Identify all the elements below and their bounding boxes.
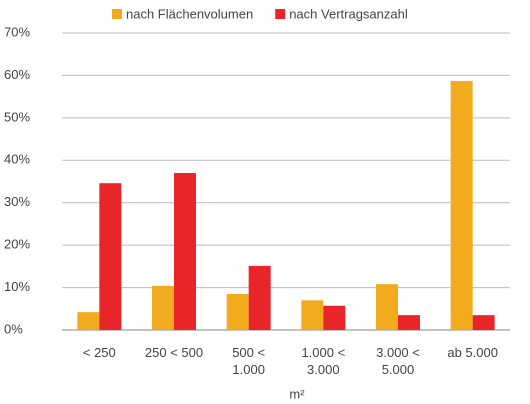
legend-swatch <box>275 9 286 19</box>
x-tick-label: 500 <1.000 <box>232 345 265 377</box>
bar <box>77 312 100 330</box>
bar <box>226 293 249 330</box>
x-tick-label: < 250 <box>83 345 116 360</box>
bar <box>174 173 196 330</box>
y-tick-label: 70% <box>4 24 30 39</box>
bar <box>472 315 495 330</box>
y-tick-label: 40% <box>4 152 30 167</box>
y-tick-label: 20% <box>4 237 30 252</box>
y-tick-label: 30% <box>4 194 30 209</box>
x-tick-label: 1.000 <3.000 <box>301 345 345 377</box>
bar <box>248 265 271 330</box>
legend-swatch <box>112 9 122 19</box>
x-axis-label: m² <box>289 386 305 401</box>
y-tick-label: 10% <box>4 279 30 294</box>
bar <box>99 183 122 330</box>
bar <box>398 315 420 330</box>
legend-label: nach Flächenvolumen <box>126 6 253 21</box>
y-tick-label: 50% <box>4 109 30 124</box>
y-tick-label: 0% <box>4 321 23 336</box>
legend-label: nach Vertragsanzahl <box>289 6 408 21</box>
bar <box>450 80 473 331</box>
bar <box>301 300 324 330</box>
bar <box>323 305 346 330</box>
x-tick-label: 3.000 <5.000 <box>376 345 420 377</box>
x-tick-label: ab 5.000 <box>447 345 498 360</box>
bar <box>152 285 174 330</box>
y-tick-label: 60% <box>4 67 30 82</box>
bar <box>376 284 398 330</box>
x-tick-label: 250 < 500 <box>145 345 203 360</box>
